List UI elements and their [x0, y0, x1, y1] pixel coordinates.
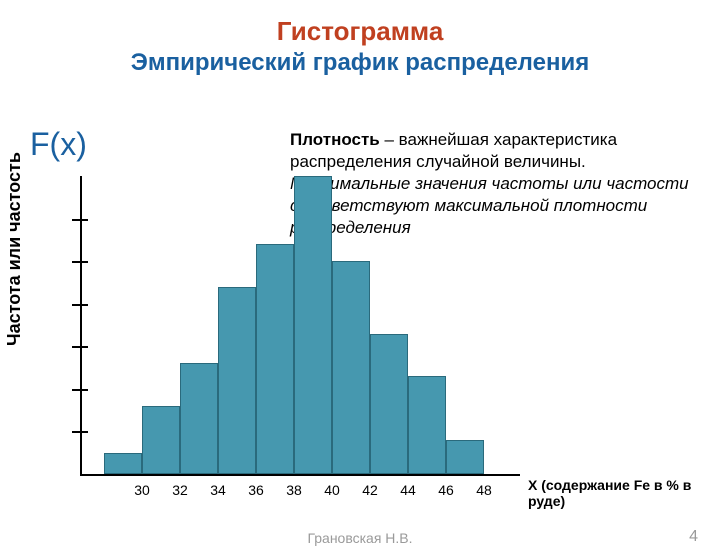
footer-author: Грановская Н.В. [0, 530, 720, 546]
histogram-bar [218, 287, 256, 474]
x-tick-label: 36 [248, 482, 264, 498]
x-tick-label: 44 [400, 482, 416, 498]
y-function-label: F(x) [30, 126, 87, 163]
histogram-bar [408, 376, 446, 474]
histogram-bar [446, 440, 484, 474]
page-title: Гистограмма [0, 16, 720, 47]
histogram-bar [104, 453, 142, 474]
x-tick-labels: 30 32 34 36 38 40 42 44 46 48 [80, 482, 520, 502]
x-tick-label: 48 [476, 482, 492, 498]
y-tick [72, 261, 88, 263]
histogram-bar [294, 176, 332, 474]
x-axis-label: Х (содержание Fe в % в руде) [528, 477, 720, 509]
x-tick-label: 40 [324, 482, 340, 498]
y-axis-label: Частота или частость [4, 152, 25, 346]
page-subtitle: Эмпирический график распределения [0, 49, 720, 77]
histogram-bar [332, 261, 370, 474]
description-bold: Плотность [290, 130, 380, 149]
x-tick-label: 34 [210, 482, 226, 498]
x-tick-label: 42 [362, 482, 378, 498]
histogram-bar [180, 363, 218, 474]
page-number: 4 [689, 528, 698, 546]
histogram-chart [80, 176, 520, 476]
x-axis [80, 474, 520, 476]
x-tick-label: 32 [172, 482, 188, 498]
x-tick-label: 30 [134, 482, 150, 498]
y-tick [72, 346, 88, 348]
y-tick [72, 389, 88, 391]
y-tick [72, 304, 88, 306]
y-tick [72, 431, 88, 433]
histogram-bar [370, 334, 408, 474]
y-tick [72, 219, 88, 221]
histogram-bar [256, 244, 294, 474]
x-tick-label: 46 [438, 482, 454, 498]
x-tick-label: 38 [286, 482, 302, 498]
histogram-bar [142, 406, 180, 474]
